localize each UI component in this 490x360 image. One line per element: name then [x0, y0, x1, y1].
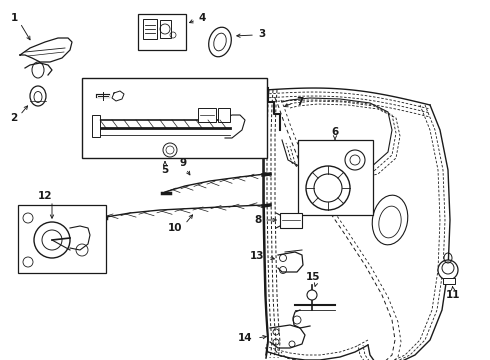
Text: 9: 9	[179, 158, 187, 168]
Text: 2: 2	[10, 113, 18, 123]
Bar	[92, 115, 100, 137]
Text: 1: 1	[10, 13, 18, 23]
Bar	[138, 14, 186, 50]
Bar	[82, 78, 267, 158]
Bar	[218, 108, 230, 122]
Circle shape	[307, 290, 317, 300]
Text: 7: 7	[296, 97, 304, 107]
Text: 6: 6	[331, 127, 339, 137]
Bar	[198, 108, 216, 122]
Text: 10: 10	[168, 223, 182, 233]
Bar	[160, 20, 171, 38]
Text: 11: 11	[446, 290, 460, 300]
Circle shape	[438, 260, 458, 280]
Text: 3: 3	[258, 29, 266, 39]
Text: 15: 15	[306, 272, 320, 282]
Bar	[298, 140, 373, 215]
Text: 12: 12	[38, 191, 52, 201]
Text: 13: 13	[250, 251, 264, 261]
Text: 4: 4	[198, 13, 206, 23]
Text: 14: 14	[238, 333, 252, 343]
Text: 5: 5	[161, 165, 169, 175]
Text: 8: 8	[254, 215, 262, 225]
Bar	[280, 213, 302, 228]
Circle shape	[163, 143, 177, 157]
Bar	[443, 278, 455, 284]
Bar	[143, 19, 157, 39]
Bar	[18, 205, 106, 273]
Circle shape	[442, 262, 454, 274]
